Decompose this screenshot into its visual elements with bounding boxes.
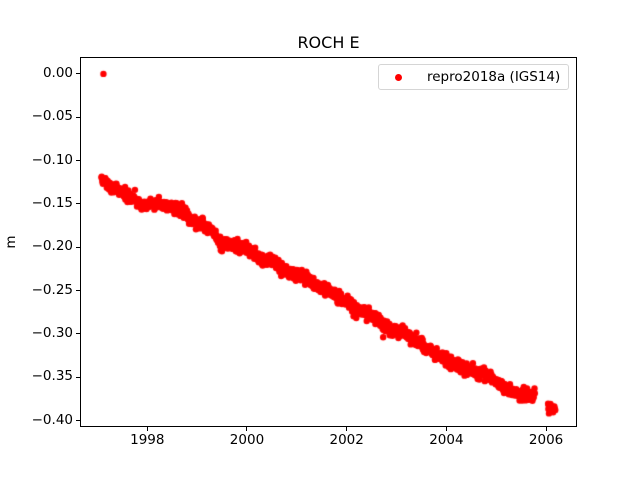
y-tick-mark	[76, 290, 80, 292]
y-tick-mark	[76, 73, 80, 75]
x-tick-mark	[246, 427, 248, 431]
x-tick-label: 2006	[528, 432, 564, 448]
x-tick-label: 1998	[130, 432, 165, 448]
y-tick-label: −0.10	[31, 151, 73, 168]
plot-title: ROCH E	[297, 33, 360, 52]
y-tick-label: −0.20	[31, 238, 73, 255]
y-tick-mark	[76, 376, 80, 378]
y-tick-mark	[76, 203, 80, 205]
y-tick-label: −0.30	[31, 324, 73, 341]
y-axis-label: m	[3, 235, 19, 249]
x-tick-label: 2004	[429, 432, 464, 448]
axes-frame	[80, 57, 577, 427]
y-tick-label: −0.35	[31, 368, 73, 385]
legend-box: repro2018a (IGS14)	[378, 64, 569, 90]
x-tick-mark	[146, 427, 148, 431]
y-tick-label: 0.00	[42, 64, 73, 81]
y-tick-mark	[76, 420, 80, 421]
x-tick-mark	[346, 427, 348, 431]
y-tick-mark	[76, 160, 80, 162]
x-tick-label: 2002	[329, 432, 364, 448]
legend-point-marker-icon	[395, 73, 402, 81]
y-tick-label: −0.15	[31, 194, 73, 211]
x-tick-mark	[445, 427, 447, 431]
x-tick-mark	[545, 427, 547, 431]
y-tick-mark	[76, 246, 80, 248]
y-tick-mark	[76, 116, 80, 118]
y-tick-label: −0.05	[31, 108, 73, 125]
x-tick-label: 2000	[229, 432, 265, 448]
y-tick-label: −0.40	[31, 411, 73, 428]
y-tick-label: −0.25	[31, 281, 73, 298]
y-tick-mark	[76, 333, 80, 335]
legend-entry-label: repro2018a (IGS14)	[427, 69, 561, 85]
